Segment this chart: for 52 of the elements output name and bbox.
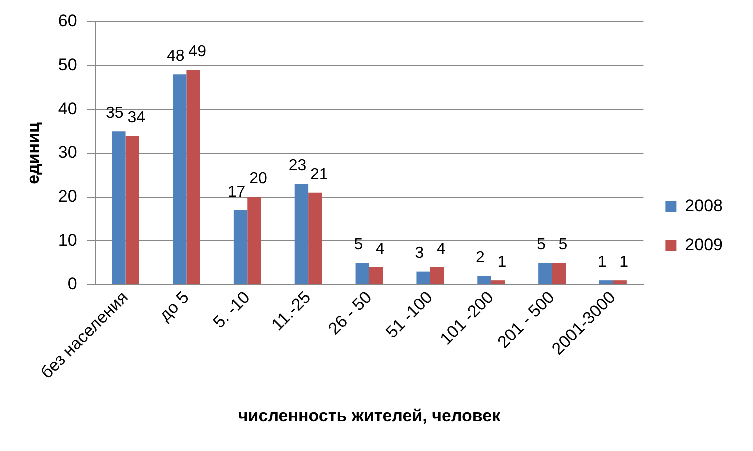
data-label: 5 (558, 236, 568, 254)
x-tick-label: 101 -200 (436, 288, 498, 349)
x-tick-label: 5. -10 (210, 288, 254, 332)
data-label: 21 (310, 166, 328, 184)
bar (308, 192, 322, 284)
y-tick-label: 0 (68, 274, 78, 294)
x-axis-title: численность жителей, человек (238, 406, 502, 426)
legend-label: 2008 (685, 196, 724, 216)
bar (538, 263, 552, 284)
data-label: 5 (536, 236, 546, 254)
bar (186, 70, 200, 284)
y-tick-label: 30 (58, 143, 78, 162)
data-label: 48 (166, 48, 185, 65)
data-label: 4 (376, 240, 385, 258)
y-tick-label: 20 (58, 187, 78, 206)
bar (552, 263, 566, 284)
bar (294, 184, 309, 284)
bar (112, 132, 126, 284)
bar (172, 74, 187, 284)
bar (369, 267, 384, 284)
bar (356, 263, 370, 284)
data-label: 5 (354, 236, 364, 254)
bar (478, 276, 492, 284)
bar (248, 197, 262, 284)
bar (126, 136, 140, 284)
y-tick-label: 60 (58, 12, 78, 31)
legend-label: 2009 (685, 236, 724, 255)
y-tick-label: 40 (58, 99, 78, 118)
bar (430, 267, 444, 284)
y-tick-label: 10 (58, 230, 78, 250)
data-label: 3 (415, 245, 424, 262)
bar (613, 280, 627, 284)
x-tick-label: 26 - 50 (324, 288, 376, 339)
data-label: 20 (250, 170, 268, 188)
x-tick-label: 51 -100 (382, 288, 437, 342)
bar (491, 280, 506, 284)
data-label: 35 (106, 104, 124, 122)
data-label: 49 (188, 44, 207, 61)
bar (600, 280, 614, 284)
data-label: 4 (436, 240, 446, 258)
bar (234, 210, 248, 284)
data-label: 23 (288, 158, 307, 175)
data-label: 17 (228, 184, 246, 201)
data-label: 1 (620, 254, 629, 271)
y-tick-label: 50 (58, 56, 78, 75)
y-axis-title: единиц (24, 122, 43, 184)
x-tick-label: до 5 (156, 288, 193, 326)
bar (416, 272, 430, 284)
data-label: 2 (476, 250, 486, 267)
data-label: 34 (128, 109, 146, 126)
data-label: 1 (598, 254, 607, 271)
data-label: 1 (498, 254, 507, 271)
